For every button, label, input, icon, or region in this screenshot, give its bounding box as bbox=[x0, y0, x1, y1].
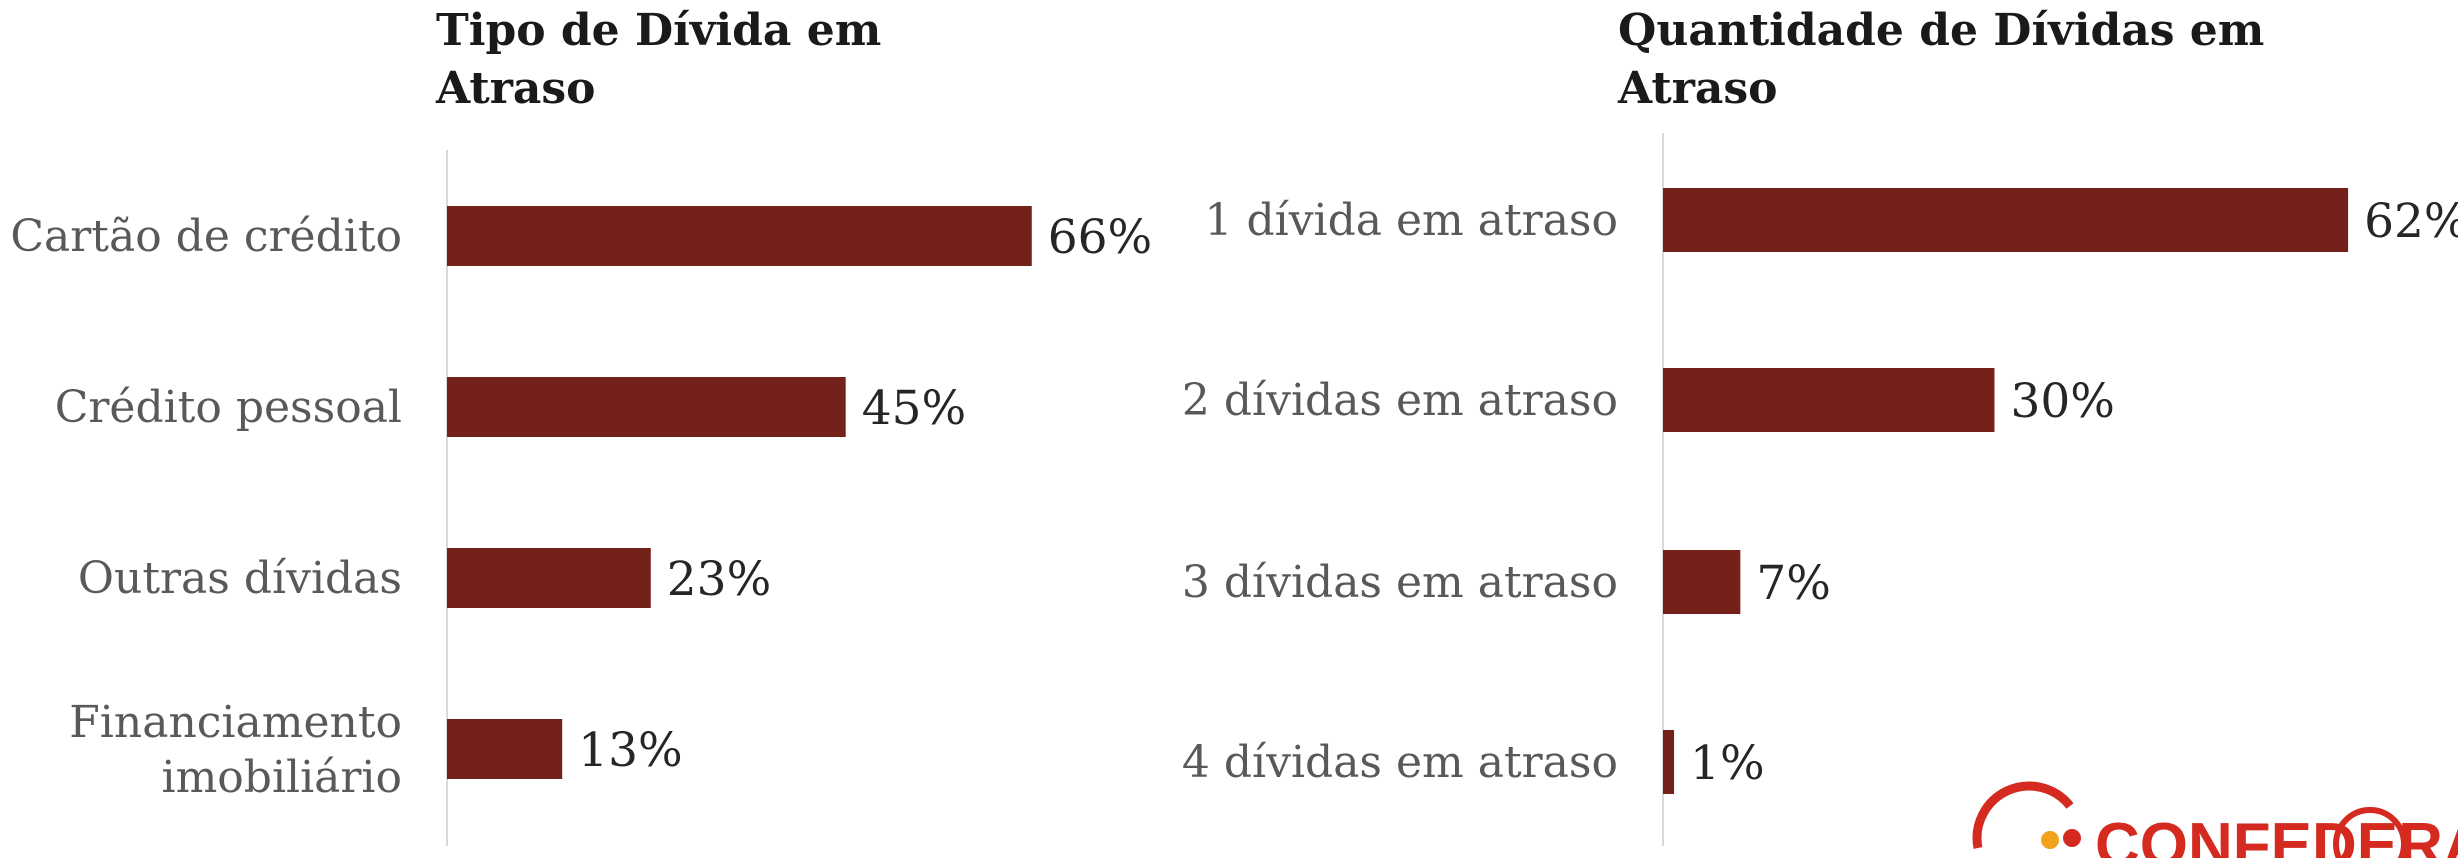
chart-right-category-label: 2 dívidas em atraso bbox=[1182, 375, 1618, 426]
chart-left-category-label: Outras dívidas bbox=[78, 553, 402, 604]
chart-right-value-label: 30% bbox=[2011, 374, 2115, 429]
brand-logo: CONFEDERA bbox=[1960, 778, 2458, 858]
chart-right-bar bbox=[1663, 730, 1675, 794]
chart-left-bar bbox=[447, 377, 846, 437]
chart-left-category-label: Financiamento imobiliário bbox=[69, 697, 402, 803]
chart-right-bar bbox=[1663, 188, 2349, 252]
chart-left-category-label: Crédito pessoal bbox=[55, 382, 402, 433]
chart-left-category-label: Cartão de crédito bbox=[10, 211, 402, 262]
chart-left-bar bbox=[447, 206, 1032, 266]
chart-right-value-label: 62% bbox=[2364, 194, 2458, 249]
brand-logo-mark: CONFEDERA bbox=[1972, 781, 2458, 858]
chart-title-debt-type: Tipo de Dívida em Atraso bbox=[436, 5, 882, 114]
chart-right-value-label: 1% bbox=[1690, 736, 1765, 791]
chart-left-value-label: 23% bbox=[667, 552, 771, 607]
chart-right-category-label: 4 dívidas em atraso bbox=[1182, 737, 1618, 788]
chart-right-value-label: 7% bbox=[1756, 556, 1831, 611]
chart-right-bar bbox=[1663, 368, 1995, 432]
chart-right-category-label: 3 dívidas em atraso bbox=[1182, 557, 1618, 608]
chart-left-value-label: 13% bbox=[578, 723, 682, 778]
chart-left-value-label: 45% bbox=[862, 381, 966, 436]
chart-left-bar bbox=[447, 548, 651, 608]
chart-left-bar bbox=[447, 719, 563, 779]
chart-right-category-label: 1 dívida em atraso bbox=[1204, 195, 1618, 246]
chart-title-debt-count: Quantidade de Dívidas em Atraso bbox=[1618, 5, 2265, 114]
chart-left-value-label: 66% bbox=[1048, 210, 1152, 265]
chart-right-bar bbox=[1663, 550, 1741, 614]
